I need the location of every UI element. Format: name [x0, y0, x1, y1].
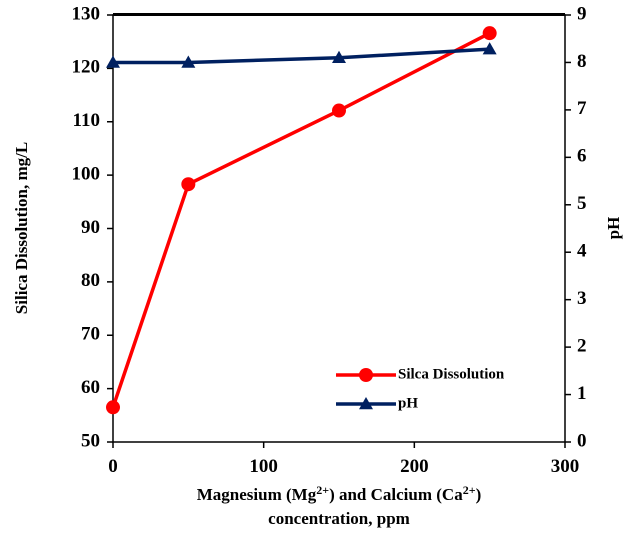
series-1-point-0 — [106, 55, 120, 68]
y-right-tick-label-1: 1 — [577, 383, 587, 404]
series-1-point-1 — [181, 55, 196, 68]
y-right-tick-label-0: 0 — [577, 430, 587, 451]
series-0-point-1 — [181, 177, 196, 192]
legend-marker-1 — [359, 397, 373, 410]
x-tick-label-1: 100 — [249, 456, 278, 477]
y-right-tick-label-3: 3 — [577, 288, 587, 309]
legend-label-0: Silca Dissolution — [398, 366, 505, 382]
series-1-point-3 — [482, 42, 497, 55]
x-axis-title-sup-2: 2+ — [463, 483, 476, 497]
y-right-tick-label-8: 8 — [577, 51, 587, 72]
x-axis-title-part-2: ) and Calcium (Ca — [329, 485, 463, 504]
legend-marker-0 — [359, 368, 373, 382]
y-left-tick-label-8: 130 — [72, 3, 101, 24]
series-group — [106, 26, 497, 415]
y-right-tick-label-7: 7 — [577, 98, 587, 119]
series-line-1 — [113, 47, 490, 65]
y-left-tick-label-1: 60 — [81, 377, 100, 398]
y-right-tick-label-6: 6 — [577, 146, 587, 167]
series-line-0 — [111, 31, 491, 408]
plot-area — [112, 14, 566, 443]
series-0-point-2 — [332, 103, 346, 118]
series-0-point-3 — [482, 26, 497, 41]
series-1-point-2 — [332, 50, 346, 63]
x-tick-label-3: 300 — [551, 456, 580, 477]
y-left-tick-label-3: 80 — [81, 270, 100, 291]
y-right-tick-label-2: 2 — [577, 335, 587, 356]
y-left-tick-label-0: 50 — [81, 430, 100, 451]
legend-label-1: pH — [398, 395, 418, 411]
x-tick-label-0: 0 — [108, 456, 118, 477]
y-right-tick-label-9: 9 — [577, 3, 587, 24]
y-left-tick-label-7: 120 — [72, 57, 101, 78]
x-tick-label-2: 200 — [400, 456, 429, 477]
x-axis-title-part-1: Magnesium (Mg — [197, 485, 317, 504]
series-0-point-0 — [106, 400, 120, 415]
y-right-tick-label-5: 5 — [577, 193, 587, 214]
x-axis-title-part-3: ) — [476, 485, 482, 504]
x-axis-title-sup-1: 2+ — [316, 483, 329, 497]
y-right-tick-label-4: 4 — [577, 241, 587, 262]
x-axis-title-line2: concentration, ppm — [268, 509, 410, 528]
y-left-tick-label-6: 110 — [73, 110, 100, 131]
y-left-tick-label-5: 100 — [72, 163, 101, 184]
x-axis-title-line1: Magnesium (Mg2+) and Calcium (Ca2+) — [197, 483, 481, 504]
y-axis-right-title: pH — [604, 217, 623, 240]
y-left-tick-label-2: 70 — [81, 324, 100, 345]
legend: Silca Dissolution pH — [336, 366, 505, 411]
y-axis-left-title: Silica Dissolution, mg/L — [12, 142, 31, 314]
y-left-tick-label-4: 90 — [81, 217, 100, 238]
